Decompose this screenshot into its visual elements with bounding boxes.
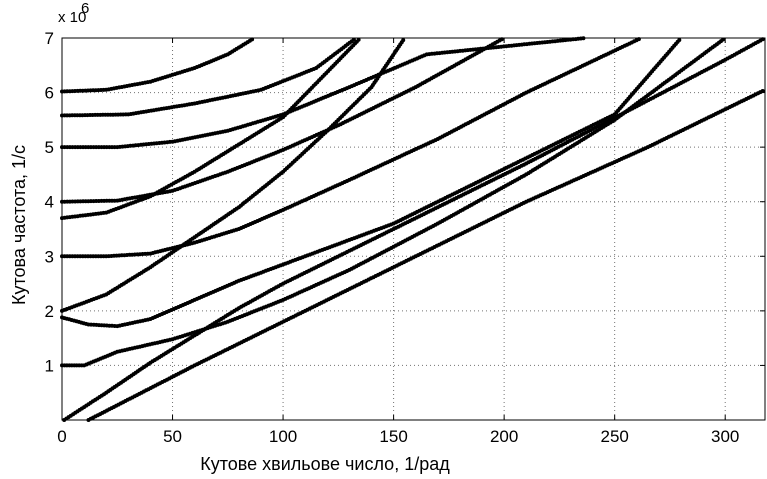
series-1 <box>86 89 765 422</box>
data-point <box>401 38 406 43</box>
x-axis-label: Кутове хвильове число, 1/рад <box>200 454 450 474</box>
data-point <box>677 38 682 42</box>
y-tick-label: 7 <box>45 29 54 48</box>
y-tick-label: 6 <box>45 84 54 103</box>
x-tick-label: 300 <box>711 427 739 446</box>
y-axis-multiplier: x 10 <box>58 9 86 26</box>
plot-frame <box>61 37 766 421</box>
series-layer <box>60 36 765 422</box>
y-tick-label: 1 <box>45 356 54 375</box>
series-8 <box>60 37 504 204</box>
series-9 <box>60 36 586 150</box>
x-tick-label: 0 <box>57 427 66 446</box>
ticks: 0 50 100 150 200 250 300 1 2 3 4 5 6 7 <box>45 29 765 446</box>
x-tick-label: 150 <box>379 427 407 446</box>
y-tick-label: 5 <box>45 138 54 157</box>
series-7 <box>60 37 361 221</box>
x-tick-label: 250 <box>600 427 628 446</box>
y-tick-label: 3 <box>45 247 54 266</box>
y-axis-multiplier-exponent: 6 <box>81 0 89 17</box>
series-2 <box>62 37 765 422</box>
series-6 <box>60 37 641 259</box>
y-tick-label: 2 <box>45 302 54 321</box>
x-tick-label: 200 <box>490 427 518 446</box>
y-tick-label: 4 <box>45 193 54 212</box>
series-11 <box>60 37 255 94</box>
data-point <box>760 89 765 93</box>
data-point <box>356 37 361 42</box>
series-5 <box>60 38 406 313</box>
series-4 <box>60 38 682 329</box>
data-point <box>351 37 356 42</box>
series-3 <box>60 37 726 368</box>
x-tick-label: 100 <box>269 427 297 446</box>
series-10 <box>60 37 356 118</box>
y-axis-label: Кутова частота, 1/с <box>9 145 29 305</box>
x-tick-label: 50 <box>163 427 182 446</box>
